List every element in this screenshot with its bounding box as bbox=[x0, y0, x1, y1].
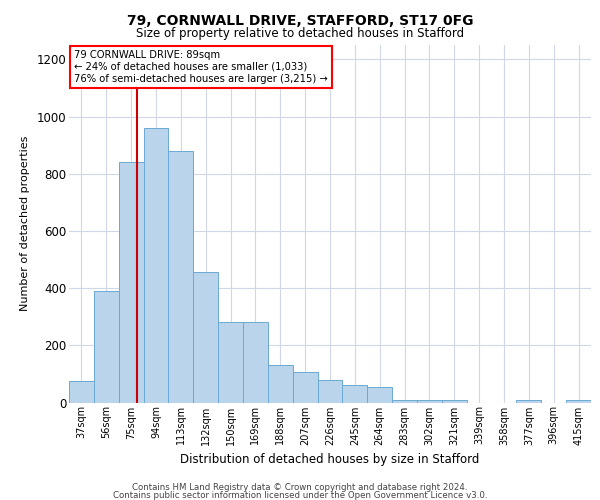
Bar bbox=[218, 322, 243, 402]
Bar bbox=[442, 400, 467, 402]
Text: Contains HM Land Registry data © Crown copyright and database right 2024.: Contains HM Land Registry data © Crown c… bbox=[132, 484, 468, 492]
X-axis label: Distribution of detached houses by size in Stafford: Distribution of detached houses by size … bbox=[181, 453, 479, 466]
Bar bbox=[517, 400, 541, 402]
Bar bbox=[193, 272, 218, 402]
Bar bbox=[343, 386, 367, 402]
Text: 79, CORNWALL DRIVE, STAFFORD, ST17 0FG: 79, CORNWALL DRIVE, STAFFORD, ST17 0FG bbox=[127, 14, 473, 28]
Bar bbox=[317, 380, 343, 402]
Bar bbox=[119, 162, 143, 402]
Bar bbox=[94, 291, 119, 403]
Bar bbox=[367, 387, 392, 402]
Bar bbox=[143, 128, 169, 402]
Text: 79 CORNWALL DRIVE: 89sqm
← 24% of detached houses are smaller (1,033)
76% of sem: 79 CORNWALL DRIVE: 89sqm ← 24% of detach… bbox=[74, 50, 328, 84]
Bar bbox=[69, 381, 94, 402]
Bar bbox=[268, 366, 293, 403]
Bar bbox=[293, 372, 317, 402]
Bar bbox=[566, 400, 591, 402]
Bar bbox=[392, 400, 417, 402]
Y-axis label: Number of detached properties: Number of detached properties bbox=[20, 136, 29, 312]
Bar bbox=[243, 322, 268, 402]
Bar bbox=[417, 400, 442, 402]
Bar bbox=[169, 151, 193, 403]
Text: Size of property relative to detached houses in Stafford: Size of property relative to detached ho… bbox=[136, 28, 464, 40]
Text: Contains public sector information licensed under the Open Government Licence v3: Contains public sector information licen… bbox=[113, 491, 487, 500]
